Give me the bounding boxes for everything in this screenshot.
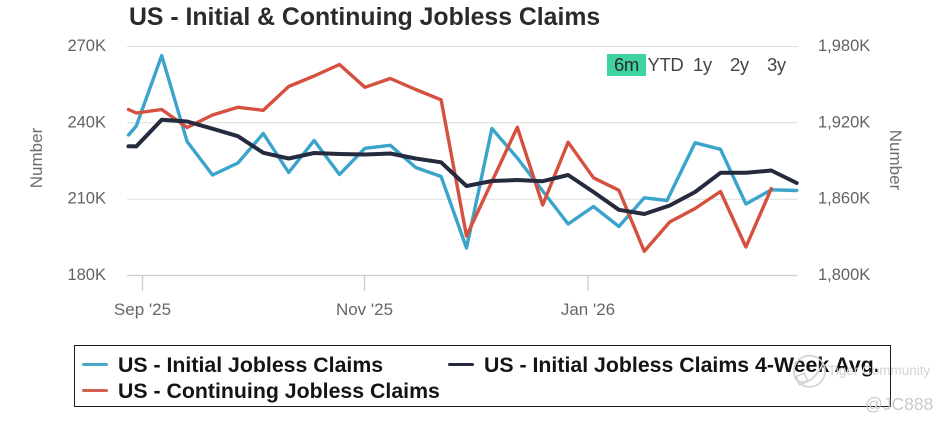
svg-text:Jan '26: Jan '26	[561, 300, 615, 319]
svg-text:Number: Number	[27, 127, 46, 188]
svg-text:Number: Number	[886, 130, 905, 191]
svg-text:240K: 240K	[67, 113, 106, 131]
svg-text:1,920K: 1,920K	[818, 113, 870, 131]
svg-text:1,980K: 1,980K	[818, 37, 870, 55]
svg-text:270K: 270K	[67, 37, 106, 55]
svg-text:1,800K: 1,800K	[818, 266, 870, 284]
svg-text:210K: 210K	[67, 190, 106, 208]
svg-text:Nov '25: Nov '25	[336, 300, 393, 319]
svg-text:1,860K: 1,860K	[818, 190, 870, 208]
svg-text:180K: 180K	[67, 266, 106, 284]
svg-text:Sep '25: Sep '25	[114, 300, 171, 319]
